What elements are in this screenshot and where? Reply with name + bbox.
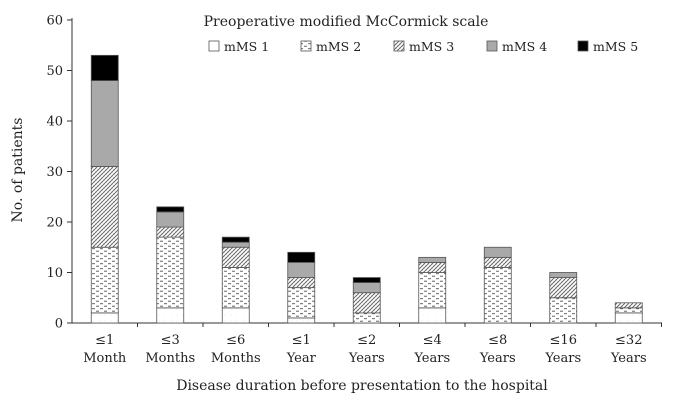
bar-segment-mms-2 <box>418 272 447 309</box>
y-tick-label: 20 <box>46 216 63 231</box>
legend-swatch <box>577 40 589 52</box>
bar-segment-mms-2 <box>483 267 512 324</box>
bar-segment-mms-4 <box>352 282 381 294</box>
bar-segment-mms-2 <box>549 297 578 324</box>
bar-segment-mms-1 <box>418 307 447 324</box>
bar-segment-mms-5 <box>156 206 185 213</box>
bar-segment-mms-5 <box>352 277 381 283</box>
x-tick-label: ≤1 <box>95 333 114 348</box>
legend: Preoperative modified McCormick scale mM… <box>204 14 639 54</box>
y-tick-label: 40 <box>46 115 63 130</box>
bar-segment-mms-2 <box>614 307 643 314</box>
x-tick-label: ≤1 <box>292 333 311 348</box>
legend-swatch <box>300 40 312 52</box>
bar-segment-mms-1 <box>287 317 316 324</box>
y-tick-label: 0 <box>55 317 63 332</box>
x-axis: ≤1 Month ≤3 Months ≤6 Months ≤1 Year ≤2 Years ≤4 Ye… <box>72 322 662 366</box>
y-axis: 0 10 20 30 40 50 60 <box>46 14 73 332</box>
x-tick-label: Years <box>544 351 581 366</box>
bar-segment-mms-2 <box>90 246 119 314</box>
legend-label: mMS 1 <box>224 39 269 54</box>
bar-segment-mms-1 <box>156 307 185 324</box>
bar-segment-mms-2 <box>287 287 316 319</box>
bar-segment-mms-2 <box>352 312 381 324</box>
bar-segment-mms-2 <box>156 236 185 309</box>
legend-label: mMS 3 <box>409 39 454 54</box>
bar-segment-mms-1 <box>614 312 643 324</box>
y-tick-label: 30 <box>46 165 63 180</box>
legend-swatch <box>486 40 498 52</box>
x-tick-label: ≤16 <box>550 333 577 348</box>
bar-segment-mms-1 <box>90 312 119 324</box>
bar-segment-mms-5 <box>287 251 316 263</box>
y-tick-label: 50 <box>46 64 63 79</box>
bar-segment-mms-5 <box>90 54 119 81</box>
y-tick-label: 10 <box>46 266 63 281</box>
bars <box>90 54 643 324</box>
bar-segment-mms-3 <box>614 302 643 309</box>
x-tick-label: Years <box>610 351 647 366</box>
legend-label: mMS 4 <box>502 39 547 54</box>
bar-segment-mms-5 <box>221 236 250 243</box>
bar-segment-mms-4 <box>287 261 316 278</box>
legend-swatch <box>208 40 220 52</box>
bar-segment-mms-4 <box>156 211 185 228</box>
bar-segment-mms-2 <box>221 267 250 309</box>
bar-segment-mms-1 <box>221 307 250 324</box>
bar-segment-mms-3 <box>483 256 512 268</box>
bar-segment-mms-4 <box>418 256 447 263</box>
bar-segment-mms-3 <box>156 226 185 238</box>
x-tick-label: Month <box>83 351 127 366</box>
x-tick-label: ≤3 <box>161 333 180 348</box>
bar-segment-mms-3 <box>287 277 316 289</box>
bar-segment-mms-4 <box>483 246 512 258</box>
bar-segment-mms-3 <box>549 277 578 299</box>
legend-title: Preoperative modified McCormick scale <box>204 14 489 30</box>
x-tick-label: ≤4 <box>423 333 442 348</box>
bar-segment-mms-3 <box>90 166 119 248</box>
x-tick-label: Years <box>413 351 450 366</box>
x-tick-label: ≤6 <box>226 333 245 348</box>
y-tick-label: 60 <box>46 14 63 29</box>
x-tick-label: Year <box>286 351 317 366</box>
x-tick-label: ≤8 <box>488 333 507 348</box>
x-tick-label: Months <box>211 351 261 366</box>
x-tick-label: Years <box>348 351 385 366</box>
legend-label: mMS 5 <box>593 39 638 54</box>
x-tick-label: Months <box>145 351 195 366</box>
bar-segment-mms-3 <box>418 261 447 273</box>
bar-segment-mms-4 <box>549 272 578 278</box>
bar-segment-mms-3 <box>221 246 250 268</box>
legend-swatch <box>393 40 405 52</box>
y-axis-title: No. of patients <box>10 118 26 223</box>
x-tick-label: ≤2 <box>357 333 376 348</box>
bar-segment-mms-4 <box>221 241 250 248</box>
legend-label: mMS 2 <box>316 39 361 54</box>
x-tick-label: Years <box>479 351 516 366</box>
x-axis-title: Disease duration before presentation to … <box>176 378 548 394</box>
x-tick-label: ≤32 <box>615 333 642 348</box>
bar-segment-mms-3 <box>352 292 381 314</box>
bar-segment-mms-4 <box>90 80 119 167</box>
